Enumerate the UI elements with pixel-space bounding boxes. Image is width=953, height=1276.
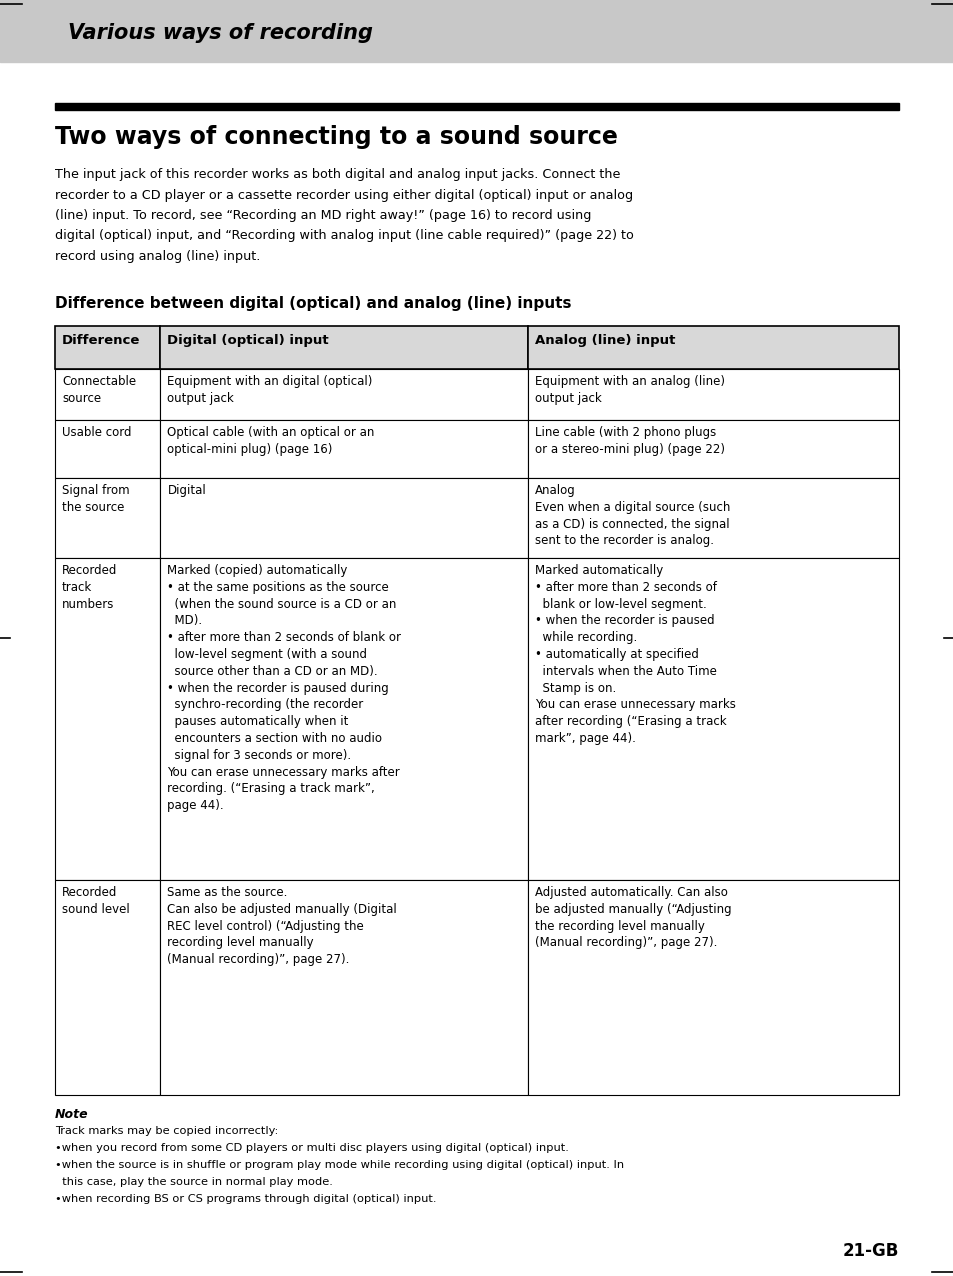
- Text: (line) input. To record, see “Recording an MD right away!” (page 16) to record u: (line) input. To record, see “Recording …: [55, 209, 591, 222]
- Text: Difference between digital (optical) and analog (line) inputs: Difference between digital (optical) and…: [55, 296, 571, 311]
- Text: Analog (line) input: Analog (line) input: [534, 334, 675, 347]
- Text: Recorded
sound level: Recorded sound level: [62, 886, 130, 916]
- Text: Equipment with an analog (line)
output jack: Equipment with an analog (line) output j…: [534, 375, 724, 404]
- Bar: [55, 103, 898, 110]
- Text: Two ways of connecting to a sound source: Two ways of connecting to a sound source: [55, 125, 618, 149]
- Text: •when the source is in shuffle or program play mode while recording using digita: •when the source is in shuffle or progra…: [55, 1160, 623, 1170]
- Bar: [160, 369, 527, 420]
- Bar: [160, 558, 527, 880]
- Text: Analog
Even when a digital source (such
as a CD) is connected, the signal
sent t: Analog Even when a digital source (such …: [534, 484, 729, 547]
- Text: •when you record from some CD players or multi disc players using digital (optic: •when you record from some CD players or…: [55, 1143, 568, 1154]
- Text: Signal from
the source: Signal from the source: [62, 484, 130, 514]
- Bar: [527, 325, 898, 369]
- Bar: [160, 420, 527, 478]
- Text: Same as the source.
Can also be adjusted manually (Digital
REC level control) (“: Same as the source. Can also be adjusted…: [168, 886, 396, 966]
- Bar: [0, 0, 953, 63]
- Text: Digital: Digital: [168, 484, 206, 496]
- Bar: [55, 369, 160, 420]
- Text: Optical cable (with an optical or an
optical-mini plug) (page 16): Optical cable (with an optical or an opt…: [168, 426, 375, 456]
- Text: Digital (optical) input: Digital (optical) input: [168, 334, 329, 347]
- Bar: [55, 558, 160, 880]
- Bar: [55, 420, 160, 478]
- Text: Recorded
track
numbers: Recorded track numbers: [62, 564, 117, 611]
- Bar: [527, 478, 898, 558]
- Text: Usable cord: Usable cord: [62, 426, 132, 439]
- Text: Equipment with an digital (optical)
output jack: Equipment with an digital (optical) outp…: [168, 375, 373, 404]
- Text: Connectable
source: Connectable source: [62, 375, 136, 404]
- Text: Adjusted automatically. Can also
be adjusted manually (“Adjusting
the recording : Adjusted automatically. Can also be adju…: [534, 886, 731, 949]
- Text: •when recording BS or CS programs through digital (optical) input.: •when recording BS or CS programs throug…: [55, 1194, 436, 1205]
- Text: Note: Note: [55, 1108, 89, 1122]
- Text: Difference: Difference: [62, 334, 140, 347]
- Bar: [160, 325, 527, 369]
- Bar: [527, 420, 898, 478]
- Text: Marked automatically
• after more than 2 seconds of
  blank or low-level segment: Marked automatically • after more than 2…: [534, 564, 735, 745]
- Bar: [55, 478, 160, 558]
- Text: Marked (copied) automatically
• at the same positions as the source
  (when the : Marked (copied) automatically • at the s…: [168, 564, 401, 813]
- Text: The input jack of this recorder works as both digital and analog input jacks. Co: The input jack of this recorder works as…: [55, 168, 619, 181]
- Bar: [55, 880, 160, 1095]
- Bar: [160, 880, 527, 1095]
- Text: Various ways of recording: Various ways of recording: [68, 23, 373, 43]
- Bar: [527, 880, 898, 1095]
- Bar: [527, 369, 898, 420]
- Bar: [527, 558, 898, 880]
- Bar: [55, 325, 160, 369]
- Bar: [160, 478, 527, 558]
- Text: recorder to a CD player or a cassette recorder using either digital (optical) in: recorder to a CD player or a cassette re…: [55, 189, 633, 202]
- Text: this case, play the source in normal play mode.: this case, play the source in normal pla…: [55, 1176, 333, 1187]
- Text: Line cable (with 2 phono plugs
or a stereo-mini plug) (page 22): Line cable (with 2 phono plugs or a ster…: [534, 426, 724, 456]
- Text: record using analog (line) input.: record using analog (line) input.: [55, 250, 260, 263]
- Text: 21-GB: 21-GB: [841, 1242, 898, 1259]
- Text: Track marks may be copied incorrectly:: Track marks may be copied incorrectly:: [55, 1125, 278, 1136]
- Text: digital (optical) input, and “Recording with analog input (line cable required)”: digital (optical) input, and “Recording …: [55, 230, 633, 242]
